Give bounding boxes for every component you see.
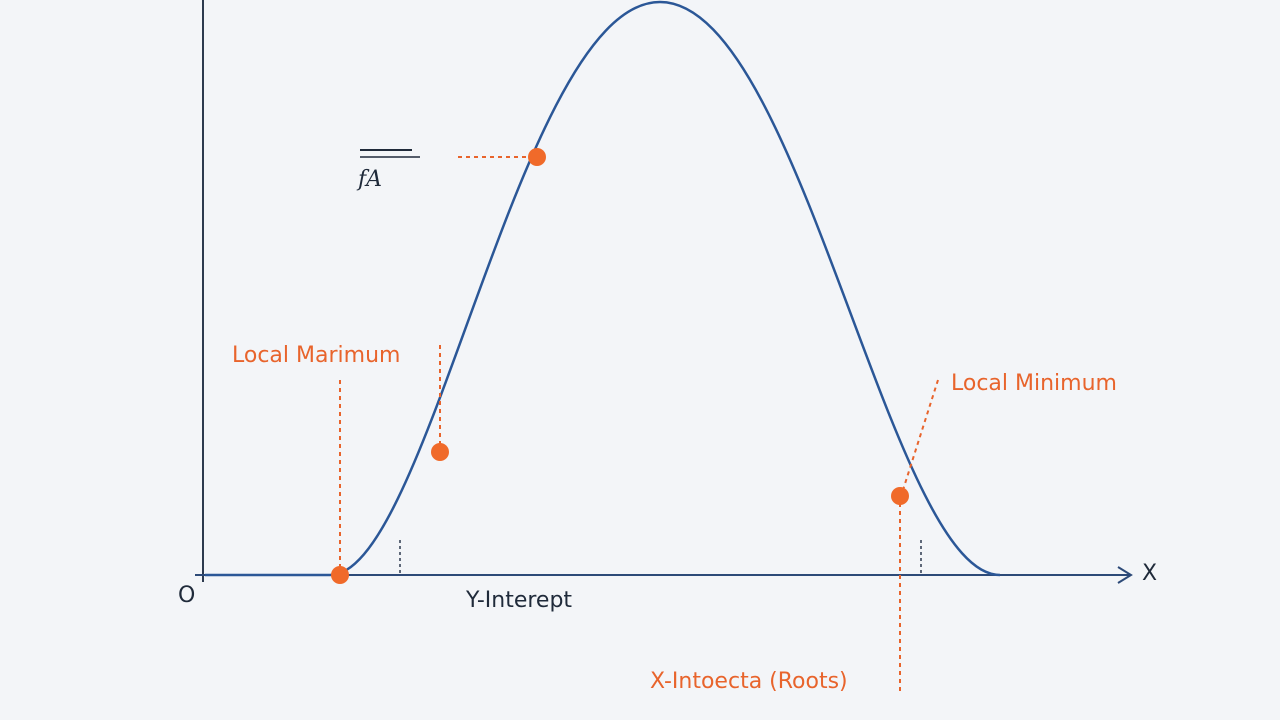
y-intercept-label: Y-Interept: [465, 588, 572, 613]
local-min-label: Local Minimum: [951, 371, 1117, 396]
origin-label: O: [178, 583, 195, 608]
point: [891, 487, 909, 505]
point: [528, 148, 546, 166]
point: [431, 443, 449, 461]
leader-line: [902, 379, 939, 491]
point: [331, 566, 349, 584]
x-intercepts-label: X-Intoecta (Roots): [650, 669, 848, 694]
curve: [205, 0, 1001, 577]
x-axis-arrow: [1117, 566, 1133, 584]
function-label: fA: [356, 167, 382, 192]
x-axis-label: X: [1142, 561, 1157, 586]
local-max-label: Local Marimum: [232, 343, 400, 368]
